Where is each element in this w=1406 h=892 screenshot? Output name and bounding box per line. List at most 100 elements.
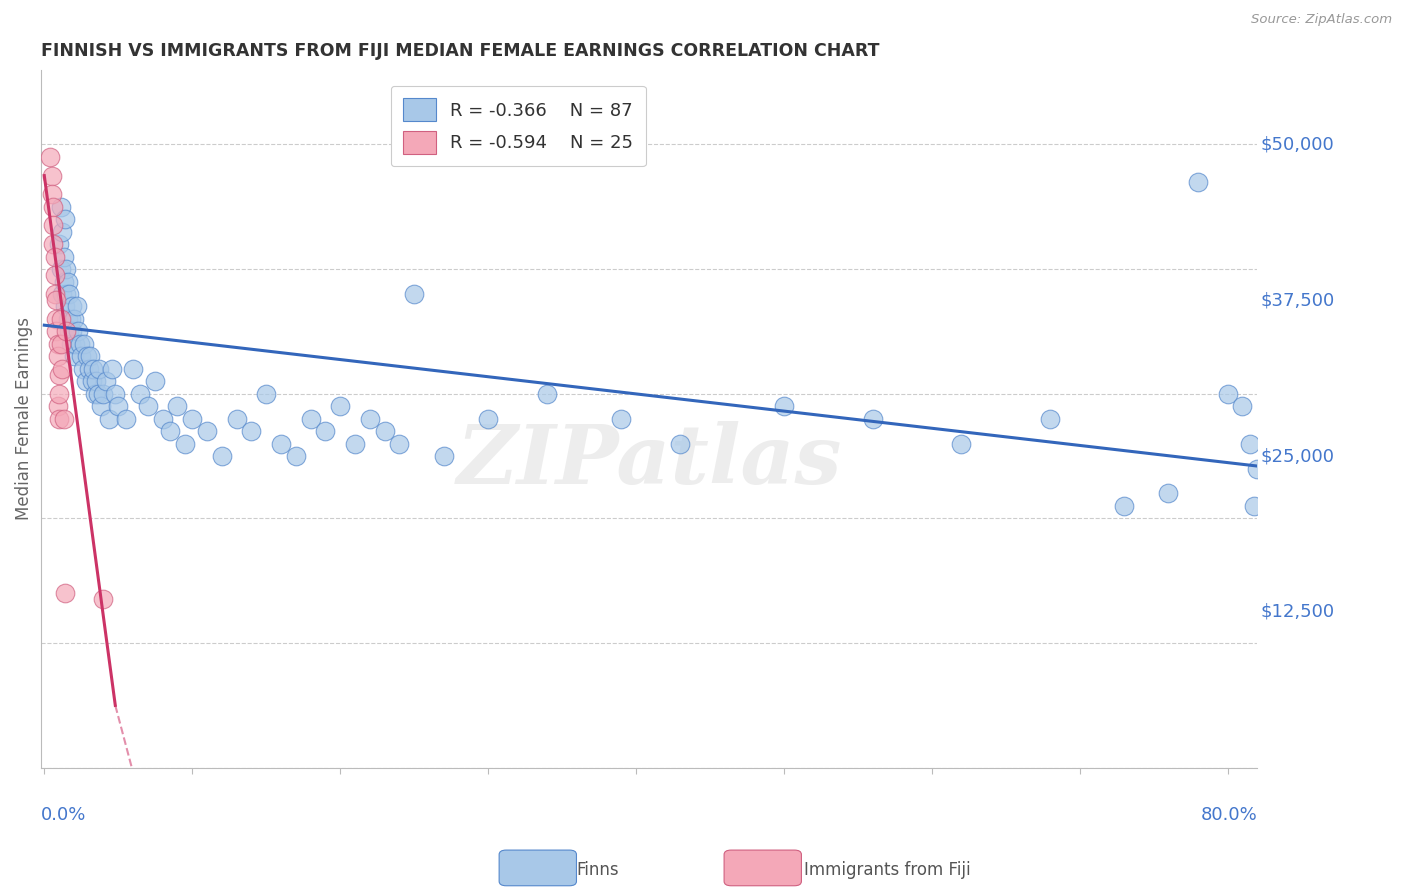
Point	[254, 386, 277, 401]
Point	[45, 325, 67, 339]
Point	[49, 262, 72, 277]
Point	[314, 424, 336, 438]
Point	[299, 411, 322, 425]
Point	[65, 337, 87, 351]
Point	[101, 361, 124, 376]
Point	[49, 312, 72, 326]
Text: $12,500: $12,500	[1261, 603, 1336, 621]
Point	[56, 312, 79, 326]
Point	[49, 337, 72, 351]
Point	[75, 374, 97, 388]
Point	[404, 287, 426, 301]
Point	[53, 212, 76, 227]
Point	[70, 349, 93, 363]
Point	[41, 187, 63, 202]
Text: $50,000: $50,000	[1261, 136, 1334, 153]
Point	[1216, 386, 1239, 401]
Point	[55, 325, 77, 339]
Point	[159, 424, 181, 438]
Point	[122, 361, 145, 376]
Point	[950, 436, 973, 450]
Point	[58, 287, 80, 301]
Point	[433, 449, 456, 463]
Point	[49, 200, 72, 214]
Point	[59, 312, 82, 326]
Point	[82, 361, 104, 376]
Point	[44, 268, 66, 283]
Point	[195, 424, 218, 438]
Point	[51, 361, 73, 376]
Point	[114, 411, 136, 425]
Point	[76, 349, 98, 363]
Point	[1157, 486, 1180, 500]
Point	[46, 349, 69, 363]
Point	[388, 436, 411, 450]
Point	[373, 424, 395, 438]
Point	[98, 411, 121, 425]
Point	[152, 411, 174, 425]
Point	[46, 399, 69, 413]
Point	[48, 411, 70, 425]
Point	[129, 386, 152, 401]
Point	[53, 300, 76, 314]
Point	[284, 449, 307, 463]
Y-axis label: Median Female Earnings: Median Female Earnings	[15, 318, 32, 520]
Point	[45, 312, 67, 326]
Point	[166, 399, 188, 413]
Point	[63, 312, 86, 326]
Point	[51, 287, 73, 301]
Point	[42, 219, 65, 233]
Point	[359, 411, 381, 425]
Point	[1243, 499, 1265, 513]
Point	[1114, 499, 1136, 513]
Legend: R = -0.366    N = 87, R = -0.594    N = 25: R = -0.366 N = 87, R = -0.594 N = 25	[391, 86, 645, 167]
Point	[181, 411, 204, 425]
Point	[83, 386, 105, 401]
Point	[52, 411, 75, 425]
Point	[536, 386, 558, 401]
Text: 0.0%: 0.0%	[41, 806, 87, 824]
Point	[80, 374, 103, 388]
Point	[107, 399, 129, 413]
Point	[270, 436, 292, 450]
Point	[46, 337, 69, 351]
Point	[79, 349, 101, 363]
Point	[52, 275, 75, 289]
Point	[44, 287, 66, 301]
Point	[69, 337, 91, 351]
Point	[48, 237, 70, 252]
Text: Finns: Finns	[576, 861, 619, 879]
Point	[173, 436, 195, 450]
Point	[669, 436, 692, 450]
Point	[87, 361, 110, 376]
Point	[1239, 436, 1261, 450]
Point	[77, 361, 100, 376]
Point	[39, 150, 62, 164]
Text: 80.0%: 80.0%	[1201, 806, 1257, 824]
Text: $37,500: $37,500	[1261, 292, 1336, 310]
Text: FINNISH VS IMMIGRANTS FROM FIJI MEDIAN FEMALE EARNINGS CORRELATION CHART: FINNISH VS IMMIGRANTS FROM FIJI MEDIAN F…	[41, 42, 880, 60]
Point	[96, 374, 118, 388]
Point	[72, 361, 94, 376]
Point	[55, 287, 77, 301]
Point	[59, 337, 82, 351]
Point	[93, 386, 115, 401]
Point	[610, 411, 633, 425]
Point	[225, 411, 247, 425]
Point	[329, 399, 352, 413]
Point	[48, 368, 70, 382]
Point	[60, 300, 83, 314]
Point	[41, 169, 63, 183]
Text: ZIPatlas: ZIPatlas	[457, 420, 842, 500]
Point	[240, 424, 263, 438]
Point	[1246, 461, 1268, 475]
Text: $25,000: $25,000	[1261, 447, 1334, 465]
Point	[44, 250, 66, 264]
Point	[60, 325, 83, 339]
Point	[52, 250, 75, 264]
Point	[66, 300, 89, 314]
Point	[1187, 175, 1209, 189]
Point	[53, 586, 76, 600]
Point	[86, 386, 108, 401]
Point	[51, 225, 73, 239]
